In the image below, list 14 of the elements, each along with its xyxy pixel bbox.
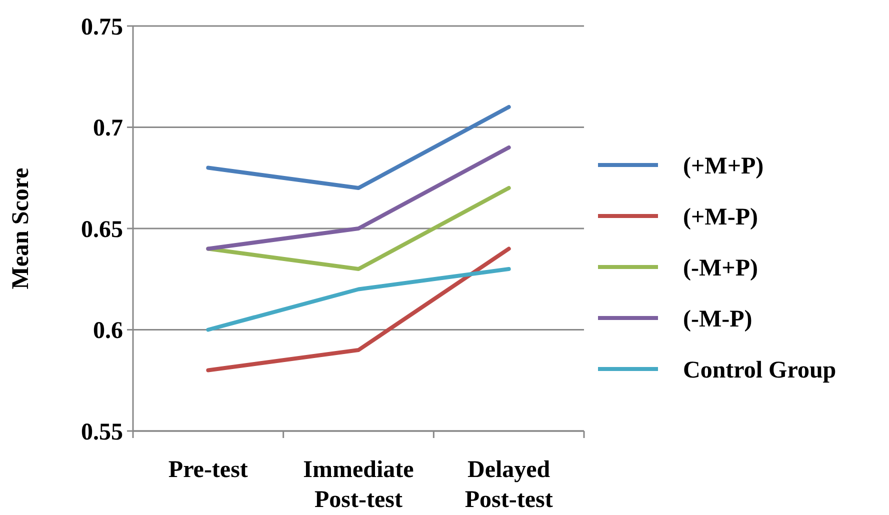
legend-label: (-M+P) <box>683 255 758 282</box>
legend-label: (+M+P) <box>683 153 764 180</box>
y-tick-label: 0.65 <box>81 216 123 243</box>
legend-label: (-M-P) <box>683 306 752 332</box>
x-tick-label: Pre-test <box>168 457 248 483</box>
legend-label: (+M-P) <box>683 204 758 230</box>
y-axis-title: Mean Score <box>8 167 34 290</box>
x-tick-label: Delayed Post-test <box>464 457 553 513</box>
y-tick-label: 0.55 <box>81 419 123 446</box>
y-tick-label: 0.6 <box>93 318 123 344</box>
y-tick-label: 0.7 <box>93 116 123 142</box>
legend-label: Control Group <box>683 357 836 384</box>
x-tick-label: Immediate Post-test <box>303 457 414 513</box>
y-tick-label: 0.75 <box>81 14 123 40</box>
